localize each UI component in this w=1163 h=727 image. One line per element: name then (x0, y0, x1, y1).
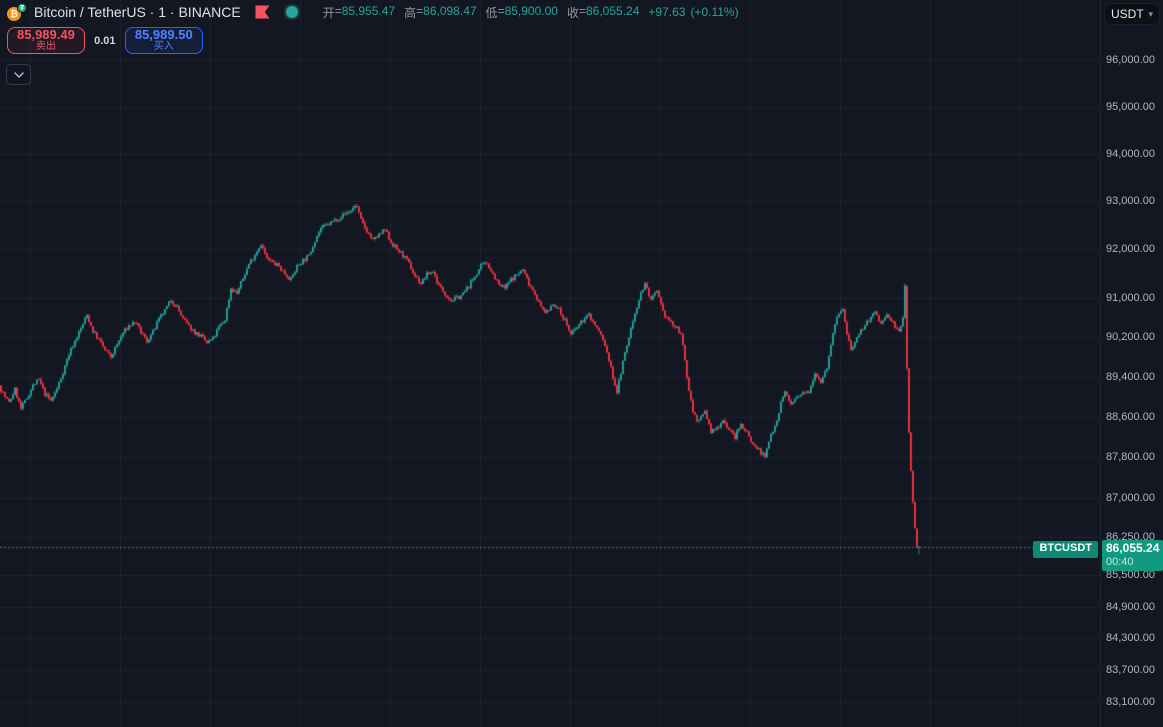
chevron-down-icon: ▾ (1148, 8, 1153, 19)
sell-price: 85,989.49 (17, 27, 75, 42)
current-price-badge: 86,055.24 00:40 (1102, 539, 1163, 571)
ohlc-readout: 开 = 85,955.47 高 = 86,098.47 低 = 85,900.00 收 = 86… (323, 4, 640, 21)
price-change: +97.63 (+0.11%) (648, 5, 738, 19)
price-tick-label: 93,000.00 (1106, 195, 1155, 208)
buy-price: 85,989.50 (134, 27, 193, 42)
price-tick-label: 85,500.00 (1106, 569, 1155, 582)
symbol-title[interactable]: Bitcoin / TetherUS · 1 · BINANCE (34, 4, 241, 20)
ohlc-close: 收 = 86,055.24 (566, 3, 640, 20)
price-tick-label: 94,000.00 (1106, 147, 1155, 160)
flag-icon[interactable] (254, 5, 271, 19)
price-tick-label: 84,900.00 (1106, 600, 1155, 613)
chart-canvas[interactable] (0, 0, 1100, 727)
sell-button[interactable]: 85,989.49 卖出 (7, 27, 85, 54)
market-status-icon[interactable] (285, 6, 298, 18)
chevron-down-icon (13, 71, 24, 78)
buy-label: 买入 (153, 41, 174, 52)
price-tick-label: 83,700.00 (1106, 664, 1155, 677)
price-tick-label: 90,200.00 (1106, 331, 1155, 344)
change-percent: (+0.11%) (690, 5, 739, 19)
price-line-symbol-badge: BTCUSDT (1033, 540, 1098, 558)
unit-selector-button[interactable]: USDT ▾ (1104, 3, 1160, 25)
price-tick-label: 92,000.00 (1106, 243, 1155, 256)
price-scale[interactable]: USDT ▾ 86,055.24 00:40 96,000.00 95,000.0… (1100, 0, 1163, 727)
price-tick-label: 86,250.00 (1106, 530, 1155, 543)
price-tick-label: 91,000.00 (1106, 292, 1155, 305)
tether-icon: ₮ (17, 3, 27, 13)
symbol-legend: ₿ ₮ Bitcoin / TetherUS · 1 · BINANCE 开 = 8… (7, 3, 739, 21)
sell-label: 卖出 (35, 41, 56, 52)
price-tick-label: 88,600.00 (1106, 410, 1155, 423)
price-tick-label: 87,800.00 (1106, 451, 1155, 464)
ohlc-high: 高 = 86,098.47 (404, 3, 477, 20)
pair-logo: ₿ ₮ (7, 3, 27, 21)
price-tick-label: 95,000.00 (1106, 100, 1155, 113)
ohlc-open: 开 = 85,955.47 (322, 3, 396, 20)
collapse-trade-panel-button[interactable] (6, 64, 31, 85)
unit-selector-label: USDT (1111, 7, 1144, 21)
change-absolute: +97.63 (648, 5, 686, 19)
price-tick-label: 89,400.00 (1106, 370, 1155, 383)
price-tick-label: 83,100.00 (1106, 696, 1155, 709)
current-price-value: 86,055.24 (1106, 540, 1160, 555)
bar-countdown: 00:40 (1106, 555, 1134, 568)
trade-panel: 85,989.49 卖出 0.01 85,989.50 买入 (7, 27, 203, 54)
price-tick-label: 96,000.00 (1106, 54, 1155, 66)
ohlc-low: 低 = 85,900.00 (485, 3, 558, 20)
buy-button[interactable]: 85,989.50 买入 (124, 27, 203, 54)
price-tick-label: 87,000.00 (1106, 492, 1155, 505)
price-tick-label: 84,300.00 (1106, 632, 1155, 645)
spread-value: 0.01 (94, 34, 116, 47)
